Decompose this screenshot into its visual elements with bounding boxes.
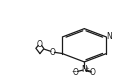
Text: N: N <box>106 32 112 41</box>
Text: N: N <box>81 65 87 74</box>
Text: O: O <box>90 68 96 77</box>
Text: −: − <box>71 68 76 73</box>
Text: O: O <box>73 68 79 77</box>
Text: O: O <box>37 40 43 49</box>
Text: O: O <box>50 48 56 57</box>
Text: +: + <box>84 66 89 71</box>
